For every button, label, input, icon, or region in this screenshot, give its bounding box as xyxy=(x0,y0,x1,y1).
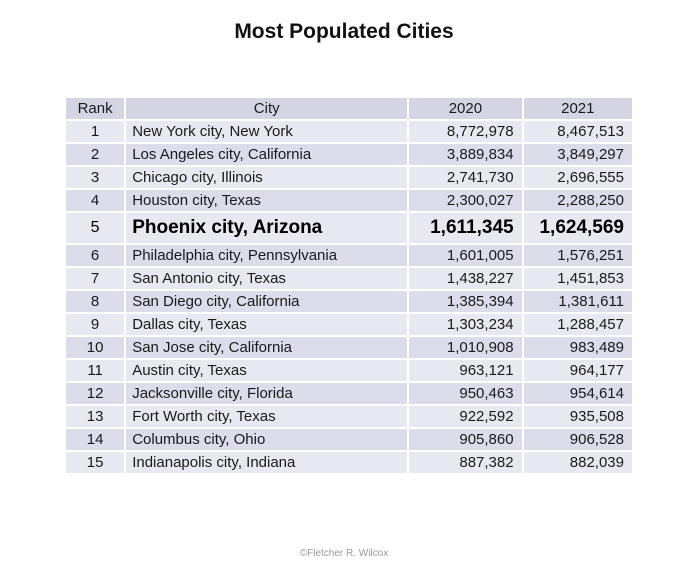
table-row: 6 Philadelphia city, Pennsylvania 1,601,… xyxy=(66,245,632,266)
header-2020: 2020 xyxy=(409,98,522,119)
population-2021-cell: 1,576,251 xyxy=(523,245,632,266)
table-row: 10 San Jose city, California 1,010,908 9… xyxy=(66,337,632,358)
city-cell: Phoenix city, Arizona xyxy=(126,213,408,243)
table-row: 1 New York city, New York 8,772,978 8,46… xyxy=(66,121,632,142)
rank-cell: 13 xyxy=(66,406,125,427)
rank-cell: 15 xyxy=(66,452,125,473)
population-2020-cell: 963,121 xyxy=(409,360,522,381)
city-cell: Dallas city, Texas xyxy=(126,314,408,335)
header-city: City xyxy=(126,98,408,119)
population-2021-cell: 906,528 xyxy=(523,429,632,450)
population-2021-cell: 1,288,457 xyxy=(523,314,632,335)
table-row: 11 Austin city, Texas 963,121 964,177 xyxy=(66,360,632,381)
rank-cell: 9 xyxy=(66,314,125,335)
population-2020-cell: 922,592 xyxy=(409,406,522,427)
table-row-highlighted: 5 Phoenix city, Arizona 1,611,345 1,624,… xyxy=(66,213,632,243)
rank-cell: 14 xyxy=(66,429,125,450)
header-rank: Rank xyxy=(66,98,125,119)
rank-cell: 1 xyxy=(66,121,125,142)
population-2021-cell: 983,489 xyxy=(523,337,632,358)
city-cell: Fort Worth city, Texas xyxy=(126,406,408,427)
population-2020-cell: 3,889,834 xyxy=(409,144,522,165)
table-row: 2 Los Angeles city, California 3,889,834… xyxy=(66,144,632,165)
population-2020-cell: 1,601,005 xyxy=(409,245,522,266)
rank-cell: 6 xyxy=(66,245,125,266)
rank-cell: 7 xyxy=(66,268,125,289)
population-2020-cell: 2,300,027 xyxy=(409,190,522,211)
population-2020-cell: 905,860 xyxy=(409,429,522,450)
population-2020-cell: 1,010,908 xyxy=(409,337,522,358)
city-cell: Columbus city, Ohio xyxy=(126,429,408,450)
city-cell: Austin city, Texas xyxy=(126,360,408,381)
rank-cell: 5 xyxy=(66,213,125,243)
population-table: Rank City 2020 2021 1 New York city, New… xyxy=(64,96,634,475)
city-cell: Philadelphia city, Pennsylvania xyxy=(126,245,408,266)
population-2021-cell: 1,381,611 xyxy=(523,291,632,312)
rank-cell: 12 xyxy=(66,383,125,404)
table-row: 8 San Diego city, California 1,385,394 1… xyxy=(66,291,632,312)
population-2021-cell: 8,467,513 xyxy=(523,121,632,142)
population-2020-cell: 8,772,978 xyxy=(409,121,522,142)
population-2020-cell: 887,382 xyxy=(409,452,522,473)
table-row: 3 Chicago city, Illinois 2,741,730 2,696… xyxy=(66,167,632,188)
city-cell: San Antonio city, Texas xyxy=(126,268,408,289)
table-header-row: Rank City 2020 2021 xyxy=(66,98,632,119)
population-2021-cell: 1,451,853 xyxy=(523,268,632,289)
table-row: 12 Jacksonville city, Florida 950,463 95… xyxy=(66,383,632,404)
population-2021-cell: 2,288,250 xyxy=(523,190,632,211)
city-cell: Jacksonville city, Florida xyxy=(126,383,408,404)
population-2020-cell: 1,438,227 xyxy=(409,268,522,289)
population-2021-cell: 954,614 xyxy=(523,383,632,404)
population-2021-cell: 935,508 xyxy=(523,406,632,427)
table-row: 15 Indianapolis city, Indiana 887,382 88… xyxy=(66,452,632,473)
table-row: 13 Fort Worth city, Texas 922,592 935,50… xyxy=(66,406,632,427)
population-2020-cell: 1,611,345 xyxy=(409,213,522,243)
city-cell: Houston city, Texas xyxy=(126,190,408,211)
rank-cell: 4 xyxy=(66,190,125,211)
table-row: 14 Columbus city, Ohio 905,860 906,528 xyxy=(66,429,632,450)
city-cell: New York city, New York xyxy=(126,121,408,142)
city-cell: Chicago city, Illinois xyxy=(126,167,408,188)
rank-cell: 8 xyxy=(66,291,125,312)
rank-cell: 11 xyxy=(66,360,125,381)
header-2021: 2021 xyxy=(523,98,632,119)
population-2020-cell: 1,303,234 xyxy=(409,314,522,335)
page-title: Most Populated Cities xyxy=(234,20,454,43)
table-row: 9 Dallas city, Texas 1,303,234 1,288,457 xyxy=(66,314,632,335)
population-2020-cell: 1,385,394 xyxy=(409,291,522,312)
rank-cell: 3 xyxy=(66,167,125,188)
table-row: 4 Houston city, Texas 2,300,027 2,288,25… xyxy=(66,190,632,211)
rank-cell: 10 xyxy=(66,337,125,358)
table-row: 7 San Antonio city, Texas 1,438,227 1,45… xyxy=(66,268,632,289)
population-2021-cell: 2,696,555 xyxy=(523,167,632,188)
rank-cell: 2 xyxy=(66,144,125,165)
city-cell: San Jose city, California xyxy=(126,337,408,358)
population-2021-cell: 964,177 xyxy=(523,360,632,381)
copyright-credit: ©Fletcher R. Wilcox xyxy=(299,548,389,559)
city-cell: Indianapolis city, Indiana xyxy=(126,452,408,473)
population-2021-cell: 1,624,569 xyxy=(523,213,632,243)
population-2020-cell: 2,741,730 xyxy=(409,167,522,188)
population-2021-cell: 3,849,297 xyxy=(523,144,632,165)
population-table-container: Rank City 2020 2021 1 New York city, New… xyxy=(64,96,634,475)
population-2020-cell: 950,463 xyxy=(409,383,522,404)
city-cell: San Diego city, California xyxy=(126,291,408,312)
population-2021-cell: 882,039 xyxy=(523,452,632,473)
city-cell: Los Angeles city, California xyxy=(126,144,408,165)
